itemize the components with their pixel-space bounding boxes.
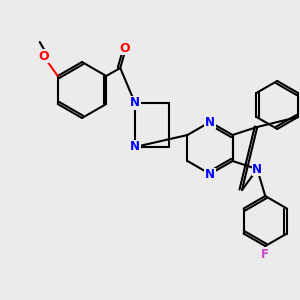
Text: O: O [119, 41, 130, 55]
Text: N: N [252, 163, 262, 176]
Text: N: N [205, 169, 215, 182]
Text: N: N [205, 116, 215, 128]
Text: F: F [261, 248, 269, 260]
Text: N: N [130, 140, 140, 154]
Text: N: N [130, 97, 140, 110]
Text: O: O [38, 50, 49, 62]
